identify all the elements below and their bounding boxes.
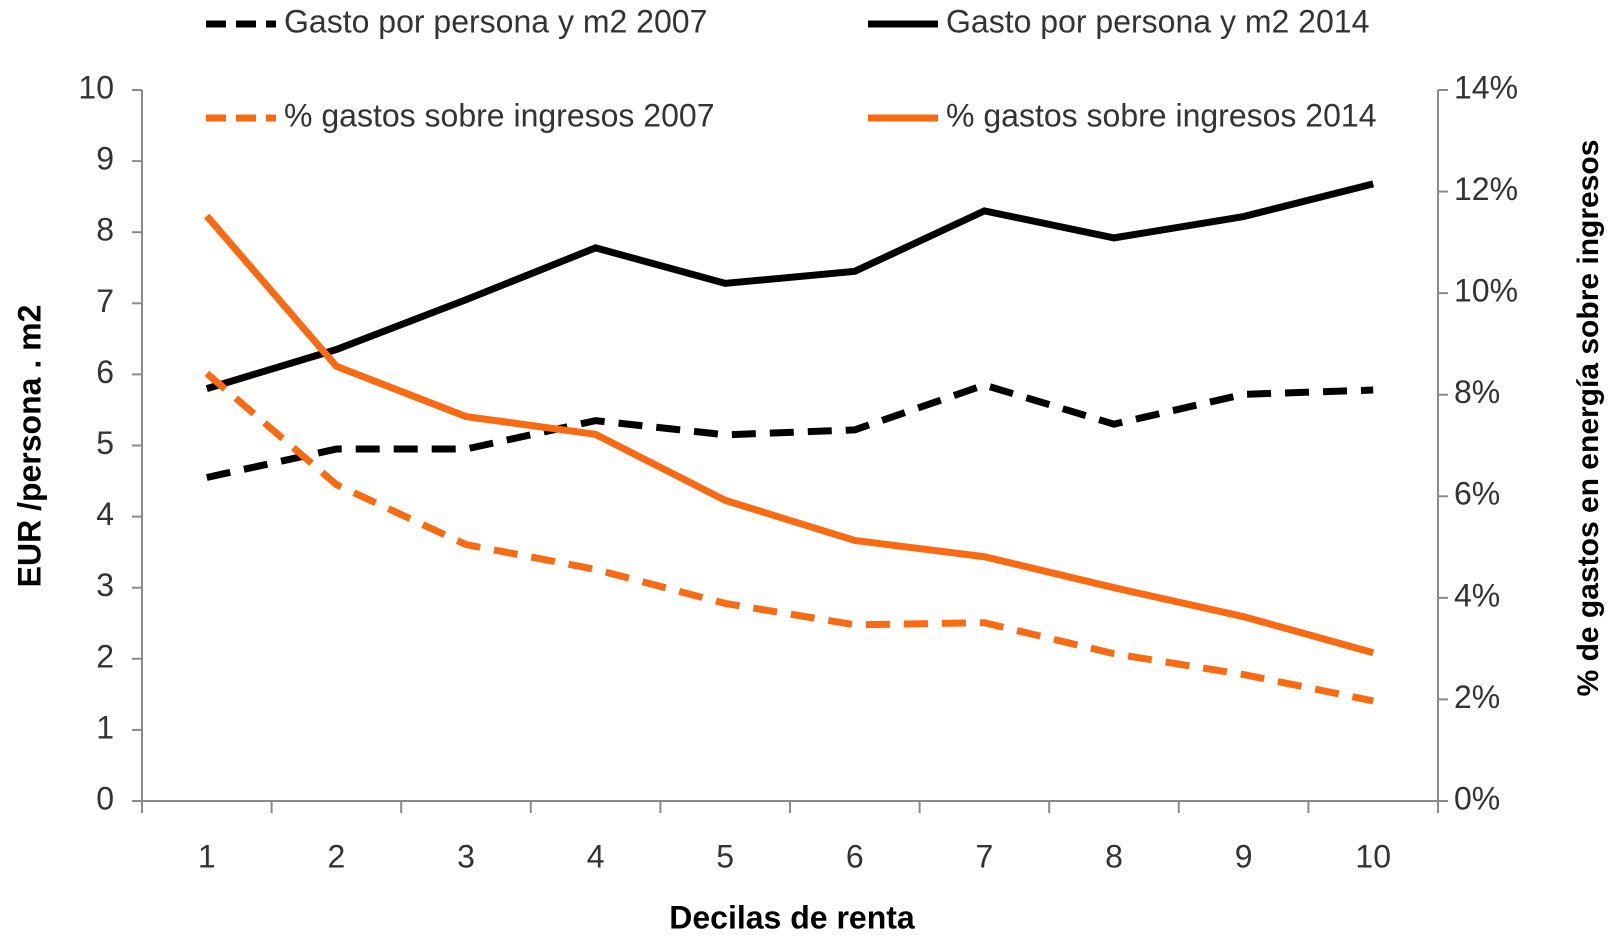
y-tick-label: 9 bbox=[96, 141, 114, 177]
x-axis-title: Decilas de renta bbox=[669, 899, 915, 935]
series-line bbox=[204, 213, 1375, 657]
legend-label: Gasto por persona y m2 2014 bbox=[946, 3, 1369, 39]
y-tick-label: 8 bbox=[96, 212, 114, 248]
y2-tick-label: 8% bbox=[1454, 374, 1500, 410]
x-tick-label: 9 bbox=[1235, 838, 1253, 874]
y-tick-label: 3 bbox=[96, 567, 114, 603]
y2-tick-label: 10% bbox=[1454, 273, 1518, 309]
y2-tick-label: 0% bbox=[1454, 780, 1500, 816]
y2-tick-label: 2% bbox=[1454, 679, 1500, 715]
y-tick-label: 10 bbox=[78, 69, 114, 105]
legend-label: Gasto por persona y m2 2007 bbox=[284, 3, 707, 39]
y2-tick-label: 14% bbox=[1454, 69, 1518, 105]
y2-tick-label: 4% bbox=[1454, 577, 1500, 613]
y-tick-label: 7 bbox=[96, 283, 114, 319]
x-tick-label: 5 bbox=[716, 838, 734, 874]
y2-tick-label: 12% bbox=[1454, 171, 1518, 207]
x-tick-label: 2 bbox=[328, 838, 346, 874]
x-tick-label: 1 bbox=[198, 838, 216, 874]
y-tick-label: 4 bbox=[96, 496, 114, 532]
y-tick-label: 1 bbox=[96, 709, 114, 745]
y2-axis-title: % de gastos en energía sobre ingresos bbox=[1572, 140, 1605, 697]
x-tick-label: 7 bbox=[976, 838, 994, 874]
x-tick-label: 6 bbox=[846, 838, 864, 874]
x-tick-label: 3 bbox=[457, 838, 475, 874]
legend-label: % gastos sobre ingresos 2014 bbox=[946, 97, 1376, 133]
y-tick-label: 2 bbox=[96, 638, 114, 674]
series-line bbox=[204, 370, 1374, 705]
y-tick-label: 6 bbox=[96, 354, 114, 390]
y2-tick-label: 6% bbox=[1454, 476, 1500, 512]
x-tick-label: 8 bbox=[1105, 838, 1123, 874]
series-line bbox=[205, 180, 1375, 392]
x-tick-label: 10 bbox=[1355, 838, 1391, 874]
series-line bbox=[206, 381, 1374, 481]
y-tick-label: 5 bbox=[96, 425, 114, 461]
y-tick-label: 0 bbox=[96, 780, 114, 816]
y-axis-title: EUR /persona . m2 bbox=[11, 305, 47, 588]
x-tick-label: 4 bbox=[587, 838, 605, 874]
legend-label: % gastos sobre ingresos 2007 bbox=[284, 97, 714, 133]
